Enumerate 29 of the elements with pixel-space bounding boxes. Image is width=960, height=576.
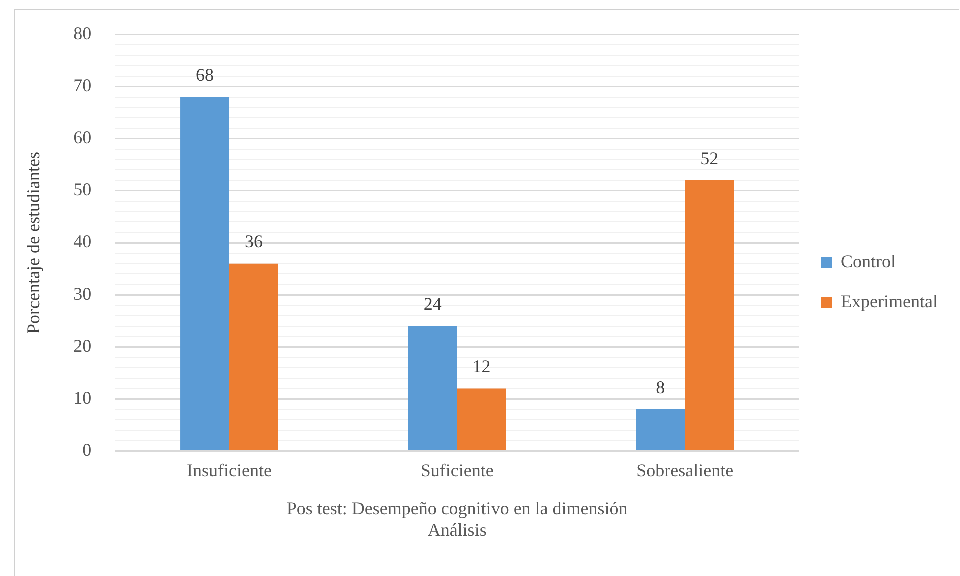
bar bbox=[230, 264, 278, 450]
bar bbox=[180, 97, 230, 450]
bar bbox=[636, 410, 686, 450]
x-tick-label: Insuficiente bbox=[187, 460, 272, 481]
data-label: 24 bbox=[424, 294, 442, 314]
data-label: 12 bbox=[472, 356, 491, 376]
y-tick-label: 80 bbox=[74, 24, 92, 44]
y-axis-title: Porcentaje de estudiantes bbox=[24, 152, 44, 334]
y-tick-label: 60 bbox=[74, 128, 92, 148]
data-label: 52 bbox=[700, 148, 719, 168]
data-label: 8 bbox=[656, 377, 666, 398]
y-tick-label: 10 bbox=[74, 388, 92, 408]
data-label: 36 bbox=[244, 232, 263, 252]
bar bbox=[457, 388, 506, 450]
y-tick-label: 20 bbox=[74, 336, 92, 356]
legend-label: Experimental bbox=[841, 292, 938, 312]
y-tick-label: 30 bbox=[74, 284, 92, 304]
bar bbox=[685, 180, 734, 450]
bar bbox=[408, 326, 458, 450]
x-tick-label: Suficiente bbox=[420, 460, 494, 481]
text: Pos test: Desempeño cognitivo en la dimensión bbox=[286, 498, 628, 518]
data-label: 68 bbox=[196, 64, 214, 85]
y-tick-label: 70 bbox=[74, 76, 92, 96]
legend-label: Control bbox=[841, 252, 896, 272]
y-tick-label: 50 bbox=[74, 180, 92, 200]
text: Análisis bbox=[428, 520, 487, 540]
x-tick-label: Sobresaliente bbox=[636, 460, 734, 481]
y-tick-label: 40 bbox=[74, 232, 92, 252]
y-tick-label: 0 bbox=[82, 440, 92, 460]
